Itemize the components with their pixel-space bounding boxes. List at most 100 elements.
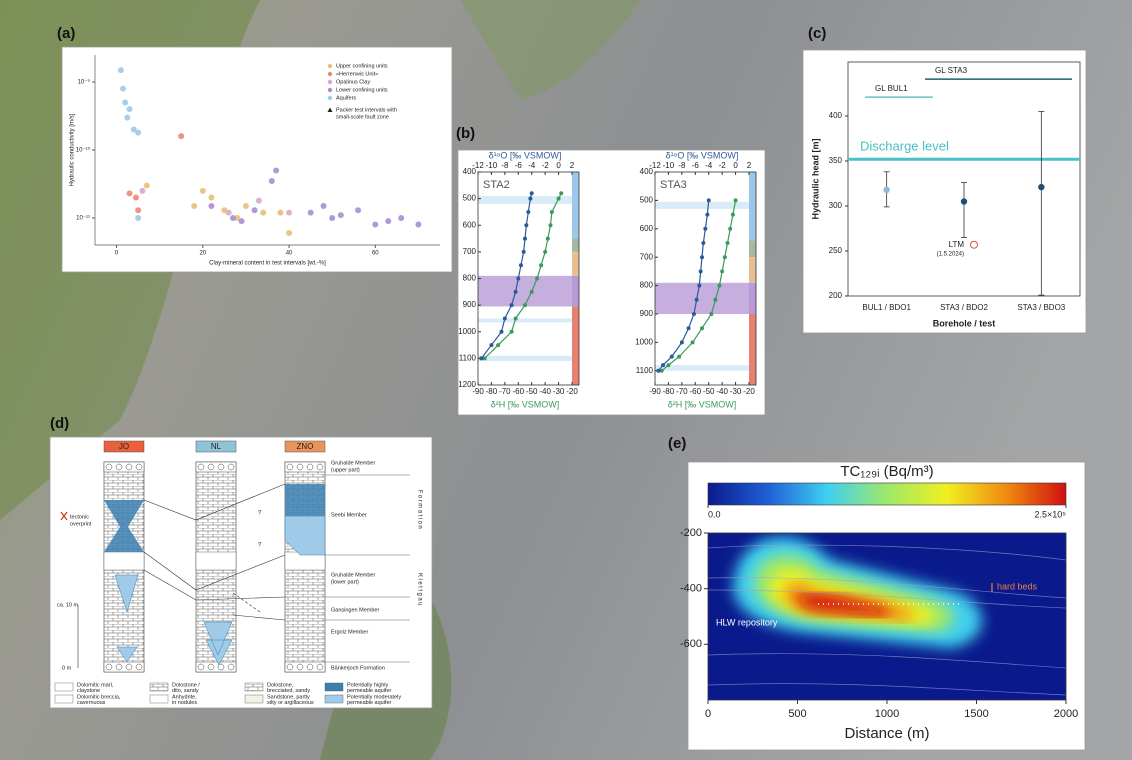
point: [1038, 184, 1044, 190]
y-tick-label: 800: [463, 274, 477, 283]
x-tick-label: -70: [676, 387, 688, 396]
legend-note: Packer test intervals with: [336, 107, 397, 113]
profile-point: [717, 284, 721, 288]
profile-point: [496, 343, 500, 347]
nodule-row: [196, 662, 236, 672]
unit-label: Bänkerjoch Formation: [331, 665, 385, 671]
profile-point: [510, 330, 514, 334]
unit-strip: [572, 276, 579, 307]
x-tick-label: -30: [553, 387, 565, 396]
x2-tick-label: 0: [556, 161, 561, 170]
x-tick-label: 2000: [1054, 708, 1078, 720]
profile-point: [734, 198, 738, 202]
x-tick-label: -50: [526, 387, 538, 396]
reference-label: GL BUL1: [875, 84, 908, 93]
nodule-row: [285, 662, 325, 672]
legend-marker: [328, 88, 332, 92]
reference-label: Discharge level: [860, 139, 949, 154]
marl-layer: [104, 552, 144, 570]
y-tick-label: 1000: [635, 338, 653, 347]
point: [286, 230, 292, 236]
x-tick-label: -60: [513, 387, 525, 396]
legend-label: cavernuous: [77, 700, 106, 706]
x-tick-label: -20: [743, 387, 755, 396]
x2-tick-label: -2: [719, 161, 727, 170]
point: [191, 203, 197, 209]
point: [135, 215, 141, 221]
x2-tick-label: -4: [705, 161, 713, 170]
point: [144, 183, 150, 189]
unit-strip: [749, 257, 756, 283]
legend-swatch: [325, 683, 343, 691]
profile-point: [557, 197, 561, 201]
y-tick-label: 500: [640, 196, 654, 205]
y-tick-label: -400: [680, 583, 702, 595]
panel-label: (b): [456, 125, 475, 142]
point: [961, 198, 967, 204]
point: [208, 203, 214, 209]
profile-point: [546, 237, 550, 241]
figure: (a)020406010⁻⁹10⁻¹⁰10⁻¹¹Clay-mineral con…: [0, 0, 1132, 760]
legend-label: permeable aquifer: [347, 700, 392, 706]
nodule-row: [104, 662, 144, 672]
x-tick-label: -40: [539, 387, 551, 396]
profile-point: [503, 316, 507, 320]
point: [124, 115, 130, 121]
point: [120, 86, 126, 92]
unit-strip: [572, 252, 579, 276]
scale-label: 0 m: [62, 665, 72, 671]
x2-axis-label: δ¹⁸O [‰ VSMOW]: [666, 150, 739, 160]
marl-layer: [196, 552, 236, 570]
reference-label: GL STA3: [935, 66, 968, 75]
side-label: Klettgau: [416, 573, 422, 607]
profile-point: [530, 191, 534, 195]
x-tick-label: -50: [703, 387, 715, 396]
legend-label: dito, sandy: [172, 688, 199, 694]
legend-swatch: [150, 683, 168, 691]
profile-point: [489, 343, 493, 347]
profile-point: [519, 263, 523, 267]
legend-marker: [328, 80, 332, 84]
profile-point: [528, 197, 532, 201]
unit-label: Gansingen Member: [331, 607, 379, 613]
legend-swatch: [150, 695, 168, 703]
nodule-row: [104, 462, 144, 472]
profile-point: [523, 237, 527, 241]
legend-label: silty or argillaceous: [267, 700, 314, 706]
legend-label: Opalinus Clay: [336, 79, 370, 85]
profile-point: [703, 227, 707, 231]
aquifer: [285, 484, 325, 516]
y-tick-label: 400: [829, 111, 843, 120]
legend-swatch: [245, 695, 263, 703]
legend-marker: [328, 72, 332, 76]
legend-marker: [328, 64, 332, 68]
profile-point: [713, 298, 717, 302]
point: [239, 218, 245, 224]
point: [256, 198, 262, 204]
legend-label: permeable aquifer: [347, 688, 392, 694]
profile-point: [687, 326, 691, 330]
y-tick-label: 900: [463, 300, 477, 309]
unit-label: Gruhalde Member: [331, 572, 375, 578]
legend-marker: [328, 96, 332, 100]
profile-point: [661, 363, 665, 367]
point: [243, 203, 249, 209]
point: [208, 195, 214, 201]
profile-point: [670, 355, 674, 359]
x-tick-label: -80: [486, 387, 498, 396]
unit-strip: [572, 239, 579, 252]
x-tick-label: -60: [690, 387, 702, 396]
profile-point: [697, 284, 701, 288]
heatmap-title: TC₁₂₉ᵢ (Bq/m³): [840, 463, 933, 480]
point: [226, 210, 232, 216]
y-tick-label: 1100: [459, 353, 477, 362]
x2-tick-label: -6: [692, 161, 700, 170]
profile-point: [526, 210, 530, 214]
unit-label: (lower part): [331, 579, 359, 585]
point: [329, 215, 335, 221]
unit-label: Seebi Member: [331, 512, 367, 518]
x-tick-label: BUL1 / BDO1: [862, 303, 911, 312]
y-tick-label: 1100: [636, 366, 654, 375]
x2-tick-label: -10: [486, 161, 498, 170]
profile-point: [535, 277, 539, 281]
